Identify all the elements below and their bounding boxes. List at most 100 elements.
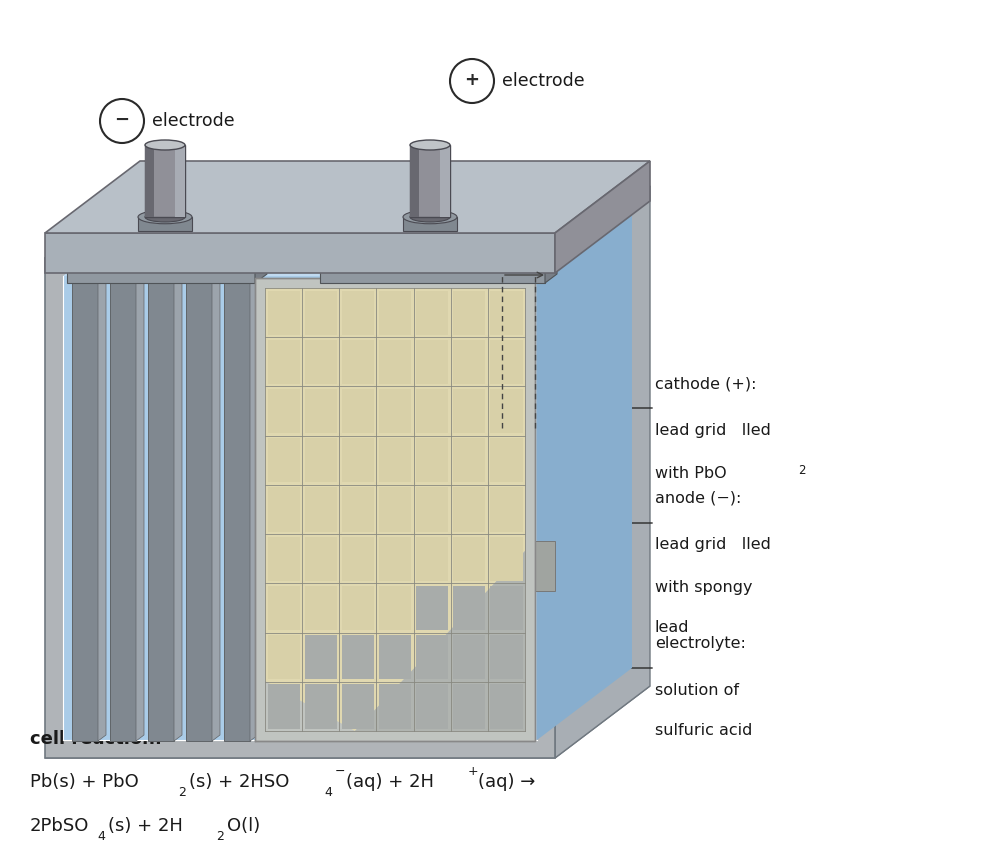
- Polygon shape: [63, 276, 537, 740]
- Polygon shape: [342, 586, 374, 630]
- Polygon shape: [148, 278, 174, 741]
- Polygon shape: [342, 488, 374, 532]
- Polygon shape: [416, 586, 448, 630]
- Polygon shape: [416, 340, 448, 384]
- Polygon shape: [67, 246, 255, 283]
- Polygon shape: [416, 488, 448, 532]
- Polygon shape: [72, 278, 98, 741]
- Polygon shape: [320, 237, 557, 246]
- Polygon shape: [416, 635, 448, 679]
- Polygon shape: [268, 488, 300, 532]
- Polygon shape: [490, 684, 522, 728]
- Polygon shape: [305, 635, 337, 679]
- Polygon shape: [537, 204, 632, 740]
- Circle shape: [450, 59, 494, 103]
- Text: 2PbSO: 2PbSO: [30, 817, 89, 835]
- Text: 2: 2: [798, 464, 806, 477]
- Polygon shape: [63, 204, 632, 276]
- Polygon shape: [268, 537, 300, 581]
- Polygon shape: [490, 291, 522, 335]
- Text: +: +: [467, 765, 478, 778]
- Text: solution of: solution of: [655, 683, 739, 698]
- Polygon shape: [305, 438, 337, 482]
- Polygon shape: [268, 291, 300, 335]
- Polygon shape: [410, 145, 450, 217]
- Polygon shape: [224, 272, 258, 278]
- Polygon shape: [148, 272, 182, 278]
- Polygon shape: [453, 488, 485, 532]
- Polygon shape: [440, 145, 450, 217]
- Polygon shape: [490, 340, 522, 384]
- Polygon shape: [545, 237, 557, 283]
- Text: 2: 2: [216, 830, 224, 843]
- Text: O(l): O(l): [227, 817, 260, 835]
- Polygon shape: [320, 246, 545, 283]
- Text: (s) + 2HSO: (s) + 2HSO: [189, 773, 290, 791]
- Polygon shape: [67, 237, 267, 246]
- Polygon shape: [255, 237, 267, 283]
- Text: cell reaction:: cell reaction:: [30, 730, 162, 748]
- Polygon shape: [342, 684, 374, 728]
- Polygon shape: [268, 635, 300, 679]
- Polygon shape: [416, 684, 448, 728]
- Polygon shape: [379, 438, 411, 482]
- Text: 4: 4: [98, 830, 105, 843]
- Text: sulfuric acid: sulfuric acid: [655, 723, 752, 738]
- Polygon shape: [136, 272, 144, 741]
- Polygon shape: [416, 537, 448, 581]
- Text: 2: 2: [178, 786, 186, 799]
- Text: electrode: electrode: [152, 112, 235, 130]
- Polygon shape: [186, 272, 220, 278]
- Polygon shape: [250, 272, 258, 741]
- Polygon shape: [379, 291, 411, 335]
- Text: lead grid   lled: lead grid lled: [655, 537, 771, 552]
- Ellipse shape: [410, 212, 450, 222]
- Polygon shape: [255, 278, 535, 741]
- Polygon shape: [342, 438, 374, 482]
- Polygon shape: [224, 278, 250, 741]
- Polygon shape: [410, 145, 419, 217]
- Text: cathode (+):: cathode (+):: [655, 376, 757, 391]
- Polygon shape: [379, 586, 411, 630]
- Polygon shape: [305, 340, 337, 384]
- Polygon shape: [453, 635, 485, 679]
- Polygon shape: [403, 217, 457, 231]
- Polygon shape: [175, 145, 185, 217]
- Text: Pb(s) + PbO: Pb(s) + PbO: [30, 773, 139, 791]
- Polygon shape: [305, 537, 337, 581]
- Text: lead grid   lled: lead grid lled: [655, 423, 771, 438]
- Polygon shape: [453, 438, 485, 482]
- Ellipse shape: [145, 212, 185, 222]
- Polygon shape: [379, 340, 411, 384]
- Polygon shape: [342, 340, 374, 384]
- Polygon shape: [138, 217, 192, 231]
- Text: with spongy: with spongy: [655, 580, 753, 595]
- Polygon shape: [145, 145, 185, 217]
- Text: lead: lead: [655, 620, 690, 635]
- Polygon shape: [416, 438, 448, 482]
- Polygon shape: [453, 684, 485, 728]
- Polygon shape: [45, 161, 650, 233]
- Polygon shape: [379, 389, 411, 433]
- Circle shape: [100, 99, 144, 143]
- Polygon shape: [490, 389, 522, 433]
- Polygon shape: [265, 551, 525, 731]
- Polygon shape: [342, 635, 374, 679]
- Ellipse shape: [138, 211, 192, 224]
- Polygon shape: [305, 291, 337, 335]
- Polygon shape: [265, 288, 525, 731]
- Polygon shape: [416, 291, 448, 335]
- Text: 4: 4: [324, 786, 332, 799]
- Text: electrolyte:: electrolyte:: [655, 636, 746, 651]
- Polygon shape: [268, 389, 300, 433]
- Polygon shape: [342, 537, 374, 581]
- Polygon shape: [490, 537, 522, 581]
- Polygon shape: [110, 278, 136, 741]
- Polygon shape: [110, 272, 144, 278]
- Polygon shape: [453, 537, 485, 581]
- Polygon shape: [145, 145, 154, 217]
- Polygon shape: [379, 635, 411, 679]
- Polygon shape: [379, 537, 411, 581]
- Polygon shape: [45, 258, 555, 758]
- Polygon shape: [490, 438, 522, 482]
